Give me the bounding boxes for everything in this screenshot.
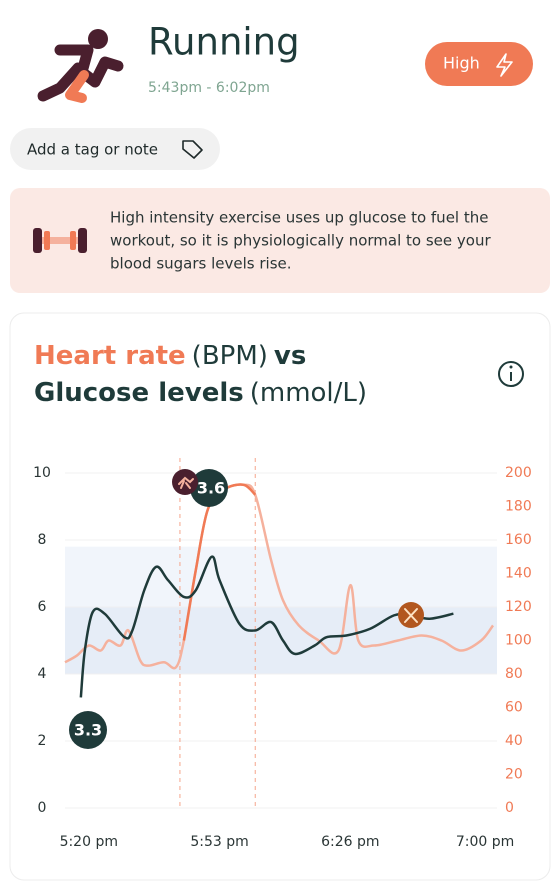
intensity-label[interactable]: High — [443, 54, 480, 73]
title-part: vs — [274, 341, 306, 371]
y2-tick-label: 160 — [505, 532, 532, 548]
pill-bg[interactable] — [425, 42, 533, 86]
tag-button[interactable]: Add a tag or note — [10, 128, 220, 170]
y2-tick-label: 200 — [505, 465, 532, 481]
info-line: High intensity exercise uses up glucose … — [110, 209, 488, 227]
dumbbell-icon — [33, 228, 87, 253]
y-tick-label: 8 — [38, 532, 47, 548]
annotation-bubble — [190, 469, 228, 507]
title-part: Glucose levels — [34, 378, 244, 408]
y2-tick-label: 20 — [505, 767, 523, 783]
chart-title-line: Heart rate (BPM) vs — [34, 341, 306, 371]
x-tick-label: 6:26 pm — [321, 834, 379, 850]
info-line: blood sugars levels rise. — [110, 255, 292, 273]
x-tick-label: 5:53 pm — [190, 834, 248, 850]
y2-tick-label: 100 — [505, 633, 532, 649]
running-icon — [37, 29, 124, 103]
y2-tick-label: 60 — [505, 700, 523, 716]
info-circle[interactable] — [498, 361, 524, 387]
x-tick-label: 5:20 pm — [60, 834, 118, 850]
title-part: Heart rate — [34, 341, 186, 371]
exercise-event-icon — [172, 469, 198, 495]
info-box — [10, 188, 550, 293]
series-line — [79, 555, 454, 698]
info-button[interactable] — [498, 361, 524, 387]
y2-tick-label: 80 — [505, 666, 523, 682]
y-tick-label: 6 — [38, 599, 47, 615]
info-line: workout, so it is physiologically normal… — [110, 232, 491, 250]
tag-icon — [182, 140, 203, 159]
y2-tick-label: 180 — [505, 499, 532, 515]
y2-tick-label: 0 — [505, 800, 514, 816]
y-tick-label: 4 — [38, 666, 47, 682]
intensity-pill[interactable]: High — [425, 42, 533, 86]
y-tick-label: 0 — [38, 800, 47, 816]
y-tick-label: 2 — [38, 733, 47, 749]
y2-tick-label: 140 — [505, 566, 532, 582]
tag-bg[interactable] — [10, 128, 220, 170]
y-tick-label: 10 — [33, 465, 51, 481]
chart-title-line: Glucose levels (mmol/L) — [34, 378, 367, 408]
y2-tick-label: 120 — [505, 599, 532, 615]
bolt-icon — [496, 53, 513, 77]
annotation-label: 3.3 — [74, 721, 102, 740]
annotation-label: 3.6 — [197, 479, 225, 498]
target-band — [65, 607, 497, 674]
title-part: (BPM) — [192, 341, 268, 371]
exercise-event-glyph — [178, 476, 194, 489]
title-part: (mmol/L) — [250, 378, 367, 408]
x-tick-label: 7:00 pm — [456, 834, 514, 850]
annotation-bubble — [69, 711, 107, 749]
time-range: 5:43pm - 6:02pm — [148, 80, 270, 96]
activity-title: Running — [148, 21, 300, 64]
info-dot — [509, 365, 513, 369]
tag-label[interactable]: Add a tag or note — [27, 141, 158, 159]
meal-event-glyph — [404, 608, 418, 623]
y2-tick-label: 40 — [505, 733, 523, 749]
